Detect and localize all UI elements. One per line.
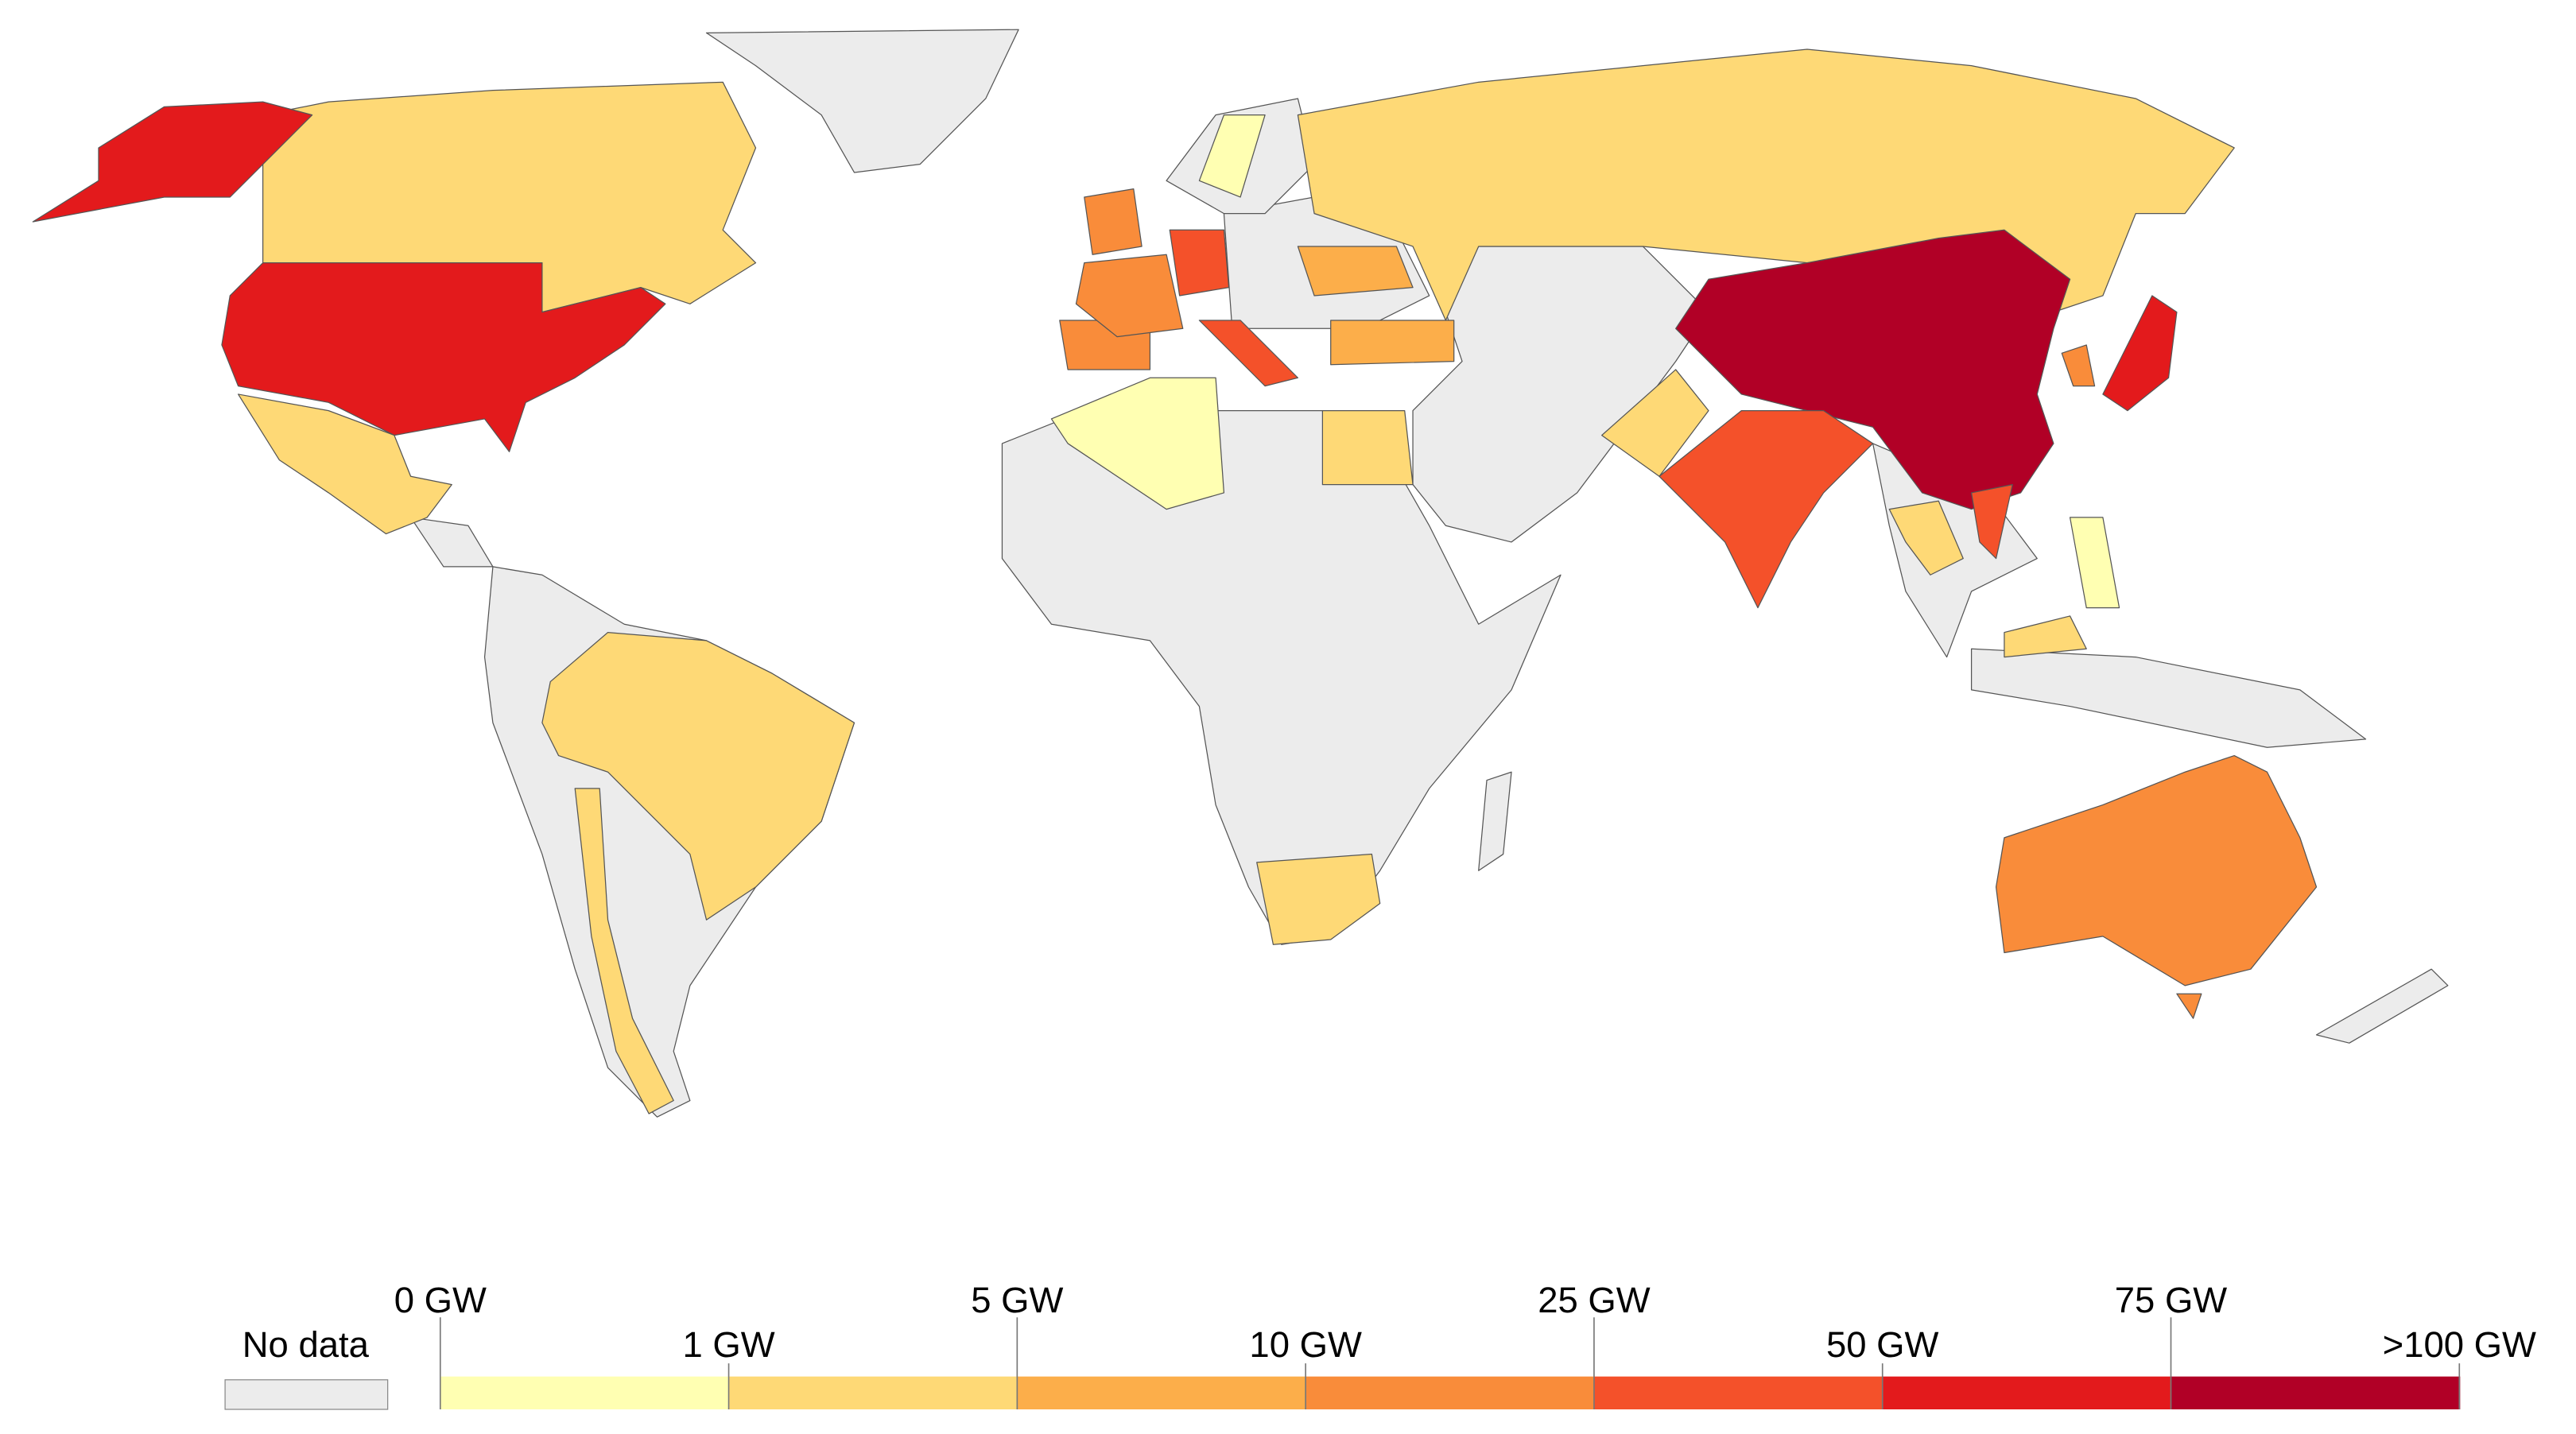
legend-label: 0 GW	[394, 1280, 487, 1320]
legend-swatch	[1593, 1376, 1884, 1410]
country	[1478, 771, 1512, 871]
country	[237, 393, 452, 535]
country	[1297, 246, 1414, 296]
legend: No data 0 GW 1 GW 5 GW 10 GW 25 GW 50 GW 75 GW…	[224, 1280, 2536, 1410]
legend-swatch	[1305, 1376, 1595, 1410]
legend-swatch	[440, 1376, 730, 1410]
legend-swatch	[728, 1376, 1018, 1410]
country	[2176, 993, 2202, 1019]
country	[1198, 320, 1299, 387]
country	[1970, 483, 2013, 560]
legend-label: 50 GW	[1826, 1324, 1939, 1365]
country	[1169, 229, 1230, 296]
country	[1658, 409, 1874, 609]
country	[1084, 188, 1143, 255]
country	[1198, 114, 1266, 198]
country	[541, 631, 855, 920]
country	[221, 262, 666, 452]
country	[574, 788, 674, 1114]
countries	[32, 29, 2449, 1118]
country	[2315, 968, 2449, 1044]
country	[1970, 648, 2367, 748]
legend-swatch	[1017, 1376, 1307, 1410]
country	[2004, 615, 2087, 658]
legend-label: >100 GW	[2383, 1324, 2536, 1365]
country	[1050, 377, 1225, 510]
country	[705, 29, 1019, 173]
no-data-swatch	[224, 1379, 389, 1410]
legend-label: 10 GW	[1249, 1324, 1362, 1365]
no-data-label: No data	[242, 1324, 370, 1365]
country	[1075, 254, 1184, 338]
country	[1675, 229, 2071, 510]
legend-label: 1 GW	[682, 1324, 774, 1365]
country	[2061, 344, 2096, 387]
country	[2069, 517, 2120, 609]
legend-label: 5 GW	[971, 1280, 1063, 1320]
country	[1256, 853, 1381, 945]
country	[1330, 320, 1455, 366]
legend-swatch	[2171, 1376, 2461, 1410]
country	[32, 101, 313, 223]
legend-label: 25 GW	[1538, 1280, 1651, 1320]
country	[409, 517, 494, 568]
country	[1321, 409, 1414, 486]
country	[1888, 500, 1964, 576]
country	[1995, 754, 2318, 986]
country	[1601, 369, 1709, 477]
legend-label: 75 GW	[2115, 1280, 2228, 1320]
legend-swatch	[1882, 1376, 2172, 1410]
country	[2102, 295, 2178, 412]
